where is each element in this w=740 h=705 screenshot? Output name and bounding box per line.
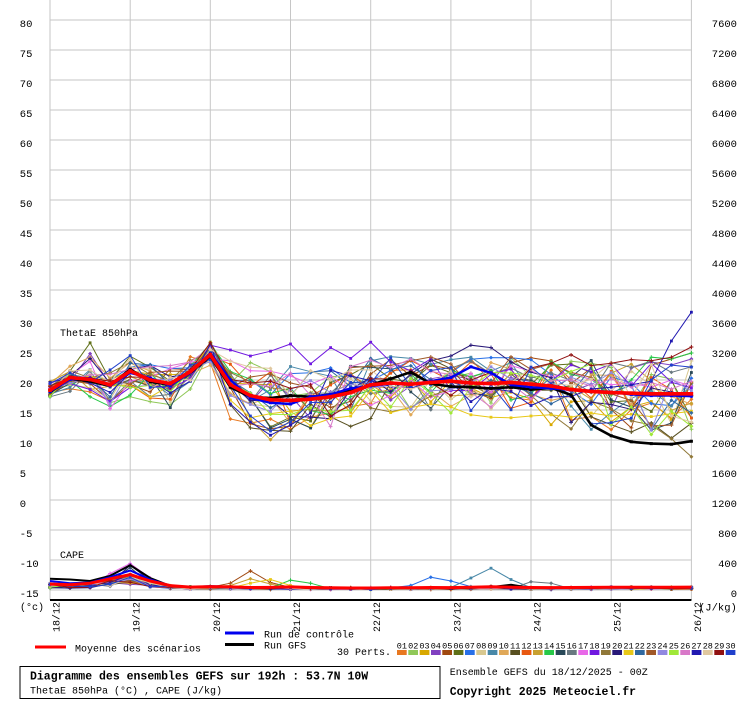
svg-text:80: 80 <box>20 19 33 31</box>
svg-text:1600: 1600 <box>712 469 737 481</box>
svg-text:1200: 1200 <box>712 499 737 511</box>
svg-text:19/12: 19/12 <box>132 602 144 632</box>
svg-text:3600: 3600 <box>712 319 737 331</box>
svg-text:65: 65 <box>20 109 33 121</box>
svg-text:0: 0 <box>20 499 26 511</box>
svg-text:30: 30 <box>725 642 735 652</box>
svg-text:28: 28 <box>703 642 713 652</box>
svg-text:Moyenne des scénarios: Moyenne des scénarios <box>75 644 201 656</box>
svg-text:16: 16 <box>567 642 577 652</box>
svg-text:800: 800 <box>718 529 737 541</box>
svg-text:07: 07 <box>465 642 475 652</box>
svg-text:19: 19 <box>601 642 611 652</box>
svg-text:60: 60 <box>20 139 33 151</box>
svg-text:25: 25 <box>20 349 33 361</box>
svg-text:08: 08 <box>476 642 486 652</box>
svg-text:(°c): (°c) <box>20 602 44 614</box>
svg-text:7200: 7200 <box>712 49 737 61</box>
svg-text:24: 24 <box>657 642 667 652</box>
svg-text:05: 05 <box>442 642 452 652</box>
svg-text:22: 22 <box>635 642 645 652</box>
svg-text:4800: 4800 <box>712 229 737 241</box>
svg-text:22/12: 22/12 <box>372 602 384 632</box>
svg-text:6400: 6400 <box>712 109 737 121</box>
svg-text:Run de contrôle: Run de contrôle <box>264 630 354 642</box>
svg-text:26/12: 26/12 <box>693 602 705 632</box>
svg-text:25/12: 25/12 <box>613 602 625 632</box>
svg-text:0: 0 <box>731 589 737 601</box>
svg-text:20: 20 <box>20 379 33 391</box>
svg-text:3200: 3200 <box>712 349 737 361</box>
svg-text:2000: 2000 <box>712 439 737 451</box>
svg-text:4000: 4000 <box>712 289 737 301</box>
svg-text:11: 11 <box>510 642 520 652</box>
svg-text:30: 30 <box>20 319 33 331</box>
svg-text:ThetaE 850hPa (°C) , CAPE (J/k: ThetaE 850hPa (°C) , CAPE (J/kg) <box>30 686 222 698</box>
svg-text:29: 29 <box>714 642 724 652</box>
svg-text:2400: 2400 <box>712 409 737 421</box>
svg-text:-10: -10 <box>20 559 39 571</box>
svg-text:-15: -15 <box>20 589 39 601</box>
svg-text:13: 13 <box>533 642 543 652</box>
svg-text:CAPE: CAPE <box>60 551 84 562</box>
svg-text:14: 14 <box>544 642 554 652</box>
svg-text:40: 40 <box>20 259 33 271</box>
svg-text:50: 50 <box>20 199 33 211</box>
svg-text:400: 400 <box>718 559 737 571</box>
svg-text:45: 45 <box>20 229 33 241</box>
svg-text:23: 23 <box>646 642 656 652</box>
svg-text:20/12: 20/12 <box>212 602 224 632</box>
svg-text:ThetaE 850hPa: ThetaE 850hPa <box>60 328 138 340</box>
svg-text:24/12: 24/12 <box>533 602 545 632</box>
svg-text:27: 27 <box>691 642 701 652</box>
svg-text:Run GFS: Run GFS <box>264 642 306 653</box>
svg-text:02: 02 <box>408 642 418 652</box>
svg-text:5600: 5600 <box>712 169 737 181</box>
svg-text:12: 12 <box>521 642 531 652</box>
svg-text:10: 10 <box>20 439 33 451</box>
svg-text:01: 01 <box>397 642 407 652</box>
svg-text:Ensemble GEFS du 18/12/2025 -: Ensemble GEFS du 18/12/2025 - 00Z <box>450 667 648 679</box>
svg-text:17: 17 <box>578 642 588 652</box>
svg-text:55: 55 <box>20 169 33 181</box>
svg-text:5200: 5200 <box>712 199 737 211</box>
svg-text:04: 04 <box>431 642 441 652</box>
svg-text:03: 03 <box>419 642 429 652</box>
svg-text:7600: 7600 <box>712 19 737 31</box>
svg-text:18: 18 <box>589 642 599 652</box>
svg-text:21/12: 21/12 <box>292 602 304 632</box>
svg-text:25: 25 <box>669 642 679 652</box>
svg-text:15: 15 <box>555 642 565 652</box>
svg-text:6800: 6800 <box>712 79 737 91</box>
svg-text:30 Perts.: 30 Perts. <box>337 648 391 659</box>
svg-text:26: 26 <box>680 642 690 652</box>
svg-text:23/12: 23/12 <box>452 602 464 632</box>
svg-text:2800: 2800 <box>712 379 737 391</box>
svg-text:18/12: 18/12 <box>52 602 64 632</box>
svg-text:Diagramme des ensembles GEFS s: Diagramme des ensembles GEFS sur 192h : … <box>30 671 368 684</box>
svg-text:21: 21 <box>623 642 633 652</box>
svg-text:5: 5 <box>20 469 26 481</box>
svg-text:06: 06 <box>453 642 463 652</box>
svg-text:15: 15 <box>20 409 33 421</box>
svg-text:20: 20 <box>612 642 622 652</box>
svg-text:70: 70 <box>20 79 33 91</box>
svg-text:6000: 6000 <box>712 139 737 151</box>
svg-text:09: 09 <box>487 642 497 652</box>
svg-text:Copyright 2025 Meteociel.fr: Copyright 2025 Meteociel.fr <box>450 686 636 699</box>
svg-text:-5: -5 <box>20 529 33 541</box>
svg-text:75: 75 <box>20 49 33 61</box>
svg-text:10: 10 <box>499 642 509 652</box>
svg-text:(J/kg): (J/kg) <box>699 603 737 615</box>
svg-text:35: 35 <box>20 289 33 301</box>
svg-text:4400: 4400 <box>712 259 737 271</box>
